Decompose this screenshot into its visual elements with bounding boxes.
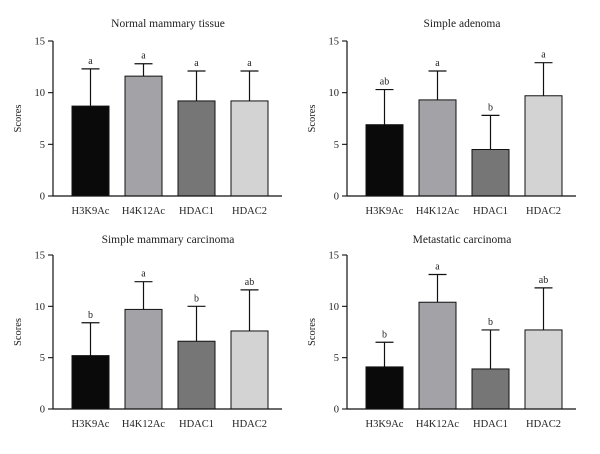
panel-4-y-tick-label: 5 bbox=[334, 353, 339, 364]
panel-1-bar-HDAC2 bbox=[230, 100, 269, 197]
panel-2-bar-HDAC1 bbox=[471, 149, 510, 197]
panel-4-bar-H4K12Ac bbox=[418, 301, 457, 410]
panel-1-bar-H3K9Ac bbox=[71, 105, 110, 197]
panel-2-category-label: H4K12Ac bbox=[416, 206, 459, 217]
panel-4-significance-HDAC1: b bbox=[488, 317, 493, 328]
panel-4-significance-HDAC2: ab bbox=[539, 275, 548, 286]
panel-2-bar-HDAC2 bbox=[524, 95, 563, 197]
panel-3-category-label: HDAC2 bbox=[232, 419, 267, 430]
panel-1-category-label: HDAC2 bbox=[232, 206, 267, 217]
panel-1-bar-H4K12Ac bbox=[124, 75, 163, 197]
panel-1-y-tick-label: 5 bbox=[40, 140, 45, 151]
panel-2-title: Simple adenoma bbox=[424, 18, 501, 30]
panel-4-y-tick-label: 10 bbox=[329, 302, 340, 313]
panel-3-y-tick-label: 0 bbox=[40, 405, 45, 416]
panel-1-y-axis-label: Scores bbox=[13, 105, 24, 133]
panel-3-category-label: H4K12Ac bbox=[122, 419, 165, 430]
panel-4-significance-H3K9Ac: b bbox=[382, 329, 387, 340]
panel-2-significance-HDAC2: a bbox=[541, 50, 546, 61]
panel-1-significance-H3K9Ac: a bbox=[88, 56, 93, 67]
panel-2-y-axis-label: Scores bbox=[307, 105, 318, 133]
panel-4-category-label: HDAC2 bbox=[526, 419, 561, 430]
panel-3-y-tick-label: 5 bbox=[40, 353, 45, 364]
panel-3-significance-HDAC1: b bbox=[194, 293, 199, 304]
panel-2-y-tick-label: 5 bbox=[334, 140, 339, 151]
panel-2-bar-H3K9Ac bbox=[365, 124, 404, 197]
panel-1-category-label: H4K12Ac bbox=[122, 206, 165, 217]
panel-3-category-label: H3K9Ac bbox=[72, 419, 110, 430]
panel-2-significance-H4K12Ac: a bbox=[435, 58, 440, 69]
panel-4-y-tick-label: 0 bbox=[334, 405, 339, 416]
panel-3-title: Simple mammary carcinoma bbox=[102, 234, 235, 246]
panel-2-category-label: HDAC1 bbox=[473, 206, 508, 217]
panel-4-category-label: H4K12Ac bbox=[416, 419, 459, 430]
panel-3-y-axis-label: Scores bbox=[13, 318, 24, 346]
panel-1-title: Normal mammary tissue bbox=[111, 18, 225, 30]
panel-1-y-tick-label: 0 bbox=[40, 192, 45, 203]
panel-3-bar-HDAC1 bbox=[177, 340, 216, 410]
panel-2-y-tick-label: 10 bbox=[329, 88, 340, 99]
panel-1-bar-HDAC1 bbox=[177, 100, 216, 197]
panel-2-y-tick-label: 0 bbox=[334, 192, 339, 203]
panel-1-significance-HDAC1: a bbox=[194, 58, 199, 69]
panel-1-significance-H4K12Ac: a bbox=[141, 51, 146, 62]
panel-2-bar-H4K12Ac bbox=[418, 99, 457, 197]
panel-2-y-tick-label: 15 bbox=[329, 37, 340, 48]
panel-4-category-label: HDAC1 bbox=[473, 419, 508, 430]
panel-2-significance-HDAC1: b bbox=[488, 102, 493, 113]
panel-3-category-label: HDAC1 bbox=[179, 419, 214, 430]
panel-3-y-tick-label: 10 bbox=[35, 302, 46, 313]
panel-3-significance-H4K12Ac: a bbox=[141, 269, 146, 280]
panel-4-y-tick-label: 15 bbox=[329, 251, 340, 262]
panel-1-y-tick-label: 15 bbox=[35, 37, 46, 48]
panel-3-y-tick-label: 15 bbox=[35, 251, 46, 262]
panel-3-bar-H3K9Ac bbox=[71, 355, 110, 410]
panel-4-significance-H4K12Ac: a bbox=[435, 262, 440, 273]
panel-1-significance-HDAC2: a bbox=[247, 58, 252, 69]
panel-1-category-label: H3K9Ac bbox=[72, 206, 110, 217]
panel-3-significance-HDAC2: ab bbox=[245, 277, 254, 288]
panel-2-category-label: HDAC2 bbox=[526, 206, 561, 217]
panel-3-significance-H3K9Ac: b bbox=[88, 310, 93, 321]
panel-4-bar-H3K9Ac bbox=[365, 366, 404, 410]
panel-3-bar-H4K12Ac bbox=[124, 308, 163, 410]
panel-3-bar-HDAC2 bbox=[230, 330, 269, 410]
panel-4-y-axis-label: Scores bbox=[307, 318, 318, 346]
panel-1-y-tick-label: 10 bbox=[35, 88, 46, 99]
panel-2-significance-H3K9Ac: ab bbox=[380, 77, 389, 88]
panel-4-bar-HDAC2 bbox=[524, 329, 563, 410]
panel-4-title: Metastatic carcinoma bbox=[413, 234, 512, 246]
panel-4-category-label: H3K9Ac bbox=[366, 419, 404, 430]
panel-4-bar-HDAC1 bbox=[471, 368, 510, 410]
panel-1-category-label: HDAC1 bbox=[179, 206, 214, 217]
panel-2-category-label: H3K9Ac bbox=[366, 206, 404, 217]
